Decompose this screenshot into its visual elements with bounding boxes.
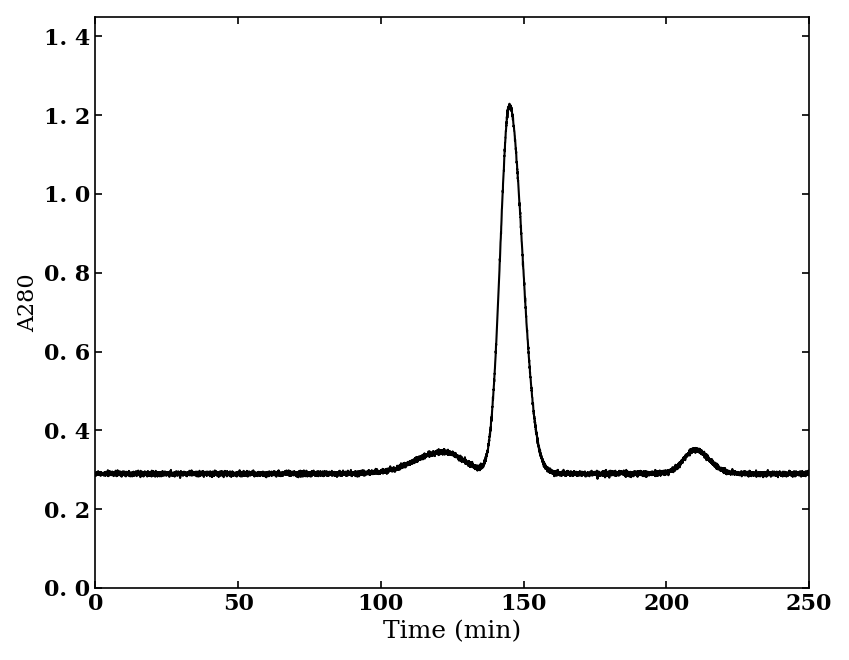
X-axis label: Time (min): Time (min) [383,620,521,644]
Y-axis label: A280: A280 [17,273,39,331]
